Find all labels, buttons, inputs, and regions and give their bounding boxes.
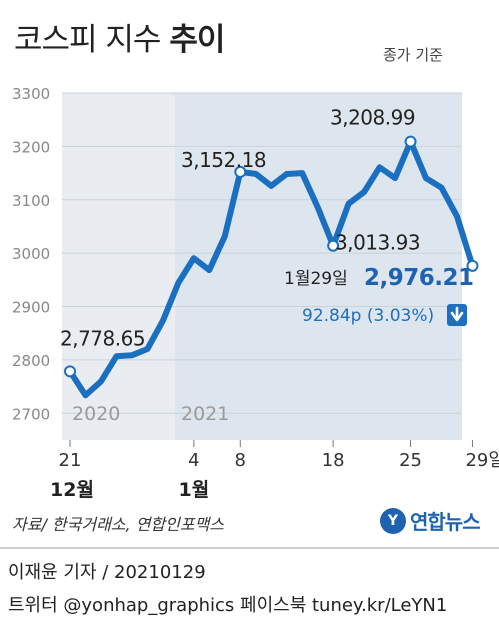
- y-tick-label: 3200: [12, 138, 50, 156]
- y-tick-label: 2700: [12, 405, 50, 423]
- divider: [0, 547, 499, 549]
- data-label-start: 2,778.65: [60, 326, 145, 350]
- logo-text: 연합뉴스: [410, 510, 481, 534]
- social-contact: 트위터 @yonhap_graphics 페이스북 tuney.kr/LeYN1: [8, 595, 448, 616]
- yonhap-logo-mark-icon: Y: [380, 507, 406, 534]
- x-tick-label: 21: [59, 450, 82, 471]
- y-tick-label: 3300: [12, 85, 50, 103]
- x-tick-label: 8: [235, 450, 246, 471]
- month-label: 12월: [50, 479, 94, 500]
- x-tick-label: 25: [399, 450, 422, 471]
- source-note: 자료/ 한국거래소, 연합인포맥스: [12, 515, 225, 534]
- last-value-label: 2,976.21: [364, 265, 474, 291]
- title-bold: 추이: [169, 22, 225, 58]
- data-label-trough: 3,013.93: [335, 231, 420, 255]
- y-tick-label: 3100: [12, 192, 50, 210]
- chart-subtitle: 종가 기준: [383, 46, 443, 64]
- data-point-marker: [64, 365, 76, 378]
- month-label: 1월: [178, 479, 209, 500]
- y-tick-label: 2800: [12, 352, 50, 370]
- last-date-label: 1월29일: [284, 269, 348, 289]
- line-chart: 2700 2800 2900 3000 3100 3200 3300 2020 2021 21 4 8…: [12, 85, 499, 500]
- year-label: 2021: [181, 403, 229, 425]
- chart-title: 코스피 지수 추이: [14, 14, 225, 59]
- data-point-marker: [404, 135, 417, 148]
- data-label-peak1: 3,152.18: [181, 148, 266, 172]
- y-tick-label: 2900: [12, 299, 50, 317]
- change-label: 92.84p (3.03%): [302, 306, 434, 326]
- data-point-marker: [466, 259, 479, 272]
- data-point-marker: [234, 165, 247, 178]
- x-tick-label: 18: [322, 450, 345, 471]
- x-tick-label: 29일: [465, 450, 499, 471]
- series-line: [67, 138, 476, 399]
- x-tick-label: 4: [188, 450, 199, 471]
- title-light: 코스피 지수: [14, 22, 161, 58]
- yonhap-logo: Y 연합뉴스: [380, 506, 481, 535]
- year-label: 2020: [72, 403, 120, 425]
- data-label-peak2: 3,208.99: [330, 106, 415, 130]
- reporter-credit: 이재윤 기자 / 20210129: [8, 562, 206, 583]
- y-tick-label: 3000: [12, 245, 50, 263]
- data-point-marker: [327, 239, 340, 252]
- down-arrow-icon: [450, 306, 464, 322]
